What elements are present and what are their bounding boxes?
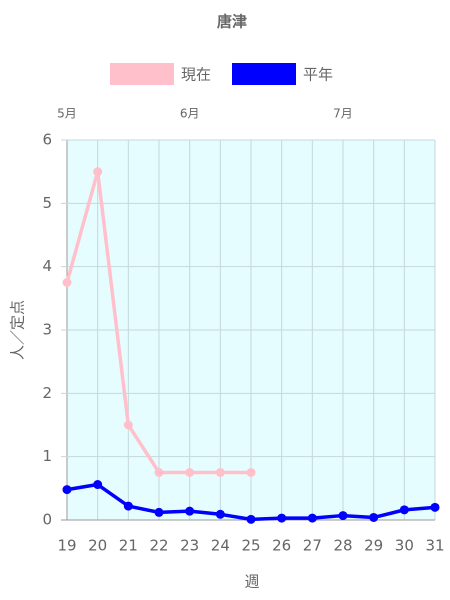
data-point [93,480,103,490]
data-point [215,509,225,519]
data-point [307,513,317,523]
x-tick-label: 21 [119,537,138,555]
x-tick-label: 24 [211,537,230,555]
x-tick-label: 30 [395,537,414,555]
x-tick-label: 31 [425,537,444,555]
data-point [62,485,72,495]
month-label: 5月 [57,107,77,121]
y-tick-label: 6 [42,131,52,149]
data-point [246,514,256,524]
y-tick-label: 3 [42,321,52,339]
x-tick-label: 20 [88,537,107,555]
legend-swatch [110,63,174,85]
x-tick-label: 28 [333,537,352,555]
x-tick-label: 27 [303,537,322,555]
y-tick-label: 0 [42,511,52,529]
y-tick-label: 1 [42,447,52,465]
x-tick-label: 22 [149,537,168,555]
legend-label: 平年 [303,66,333,84]
data-point [246,468,256,477]
data-point [277,513,287,523]
y-tick-label: 5 [42,194,52,212]
chart-title: 唐津 [217,13,247,31]
data-point [93,167,103,177]
data-point [123,501,133,511]
x-tick-label: 25 [241,537,260,555]
data-point [430,502,440,512]
x-tick-label: 29 [364,537,383,555]
x-tick-label: 26 [272,537,291,555]
x-axis-label: 週 [244,573,259,591]
data-point [399,505,409,515]
y-tick-label: 2 [42,384,52,402]
month-label: 6月 [180,107,200,121]
data-point [154,468,164,477]
data-point [185,506,195,516]
x-tick-label: 19 [57,537,76,555]
data-point [338,511,348,521]
legend-swatch [232,63,296,85]
data-point [369,512,379,522]
data-point [154,507,164,517]
data-point [185,468,195,477]
month-label: 7月 [333,107,353,121]
x-tick-label: 23 [180,537,199,555]
y-axis-label: 人／定点 [9,300,27,360]
data-point [62,278,72,287]
legend-label: 現在 [181,66,211,84]
data-point [215,468,225,477]
data-point [123,420,133,430]
y-tick-label: 4 [42,257,52,275]
